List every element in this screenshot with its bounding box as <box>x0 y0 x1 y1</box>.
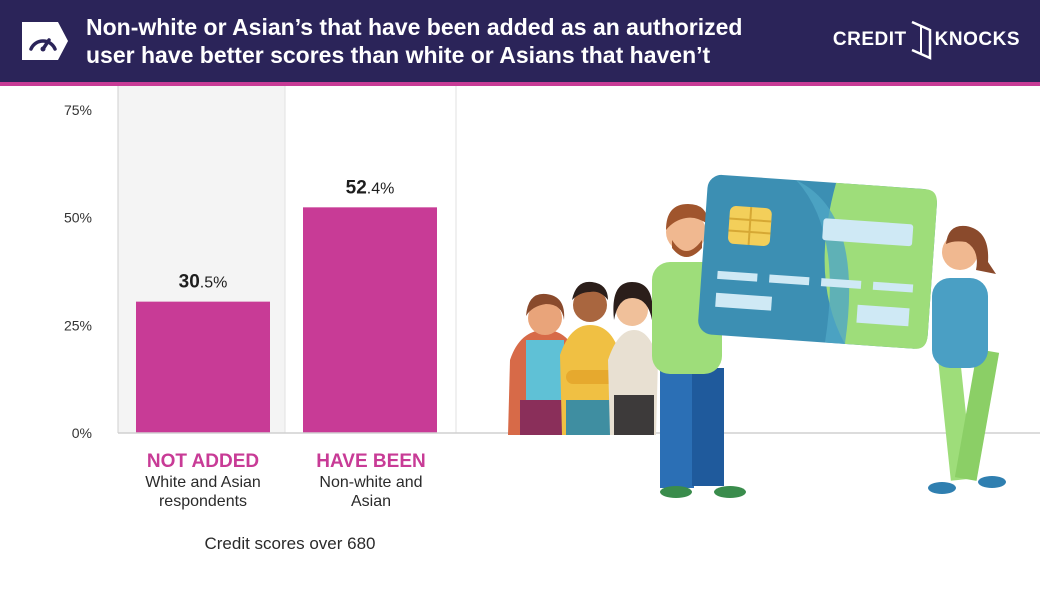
title-line-2: user have better scores than white or As… <box>86 42 711 68</box>
category-name: HAVE BEEN <box>316 451 426 472</box>
y-tick-label: 75% <box>64 102 92 118</box>
brand-left: CREDIT <box>832 29 907 50</box>
data-label: 30.5% <box>179 272 228 293</box>
person-woman-right <box>928 225 1006 494</box>
bar-have-been <box>303 207 437 433</box>
x-axis-label: Credit scores over 680 <box>204 534 376 553</box>
category-sublabel: Non-white and Asian <box>319 474 423 510</box>
title-line-1: Non-white or Asian’s that have been adde… <box>86 14 743 40</box>
y-tick-label: 25% <box>64 317 92 333</box>
bar-not-added <box>136 301 270 433</box>
speedometer-icon <box>22 22 68 60</box>
bar-chart: 0% 25% 50% 75% 30.5% 52.4% <box>64 86 457 441</box>
credit-card-icon <box>698 174 937 349</box>
page-title: Non-white or Asian’s that have been adde… <box>86 13 846 69</box>
brand-separator-icon <box>911 20 931 60</box>
person-middle-man <box>560 281 620 435</box>
people-holding-credit-card-icon <box>508 174 1006 498</box>
category-sublabel: White and Asian respondents <box>145 474 261 510</box>
category-label-not-added: NOT ADDED White and Asian respondents <box>118 451 288 511</box>
brand-right: KNOCKS <box>934 29 1020 50</box>
header-banner: Non-white or Asian’s that have been adde… <box>0 0 1040 86</box>
y-tick-label: 50% <box>64 210 92 226</box>
data-label: 52.4% <box>346 177 395 198</box>
person-woman-dark-hair <box>608 282 658 435</box>
category-name: NOT ADDED <box>146 451 260 472</box>
category-label-have-been: HAVE BEEN Non-white and Asian <box>286 451 456 511</box>
brand-logo: CREDIT KNOCKS <box>833 20 1020 60</box>
y-tick-label: 0% <box>72 425 92 441</box>
